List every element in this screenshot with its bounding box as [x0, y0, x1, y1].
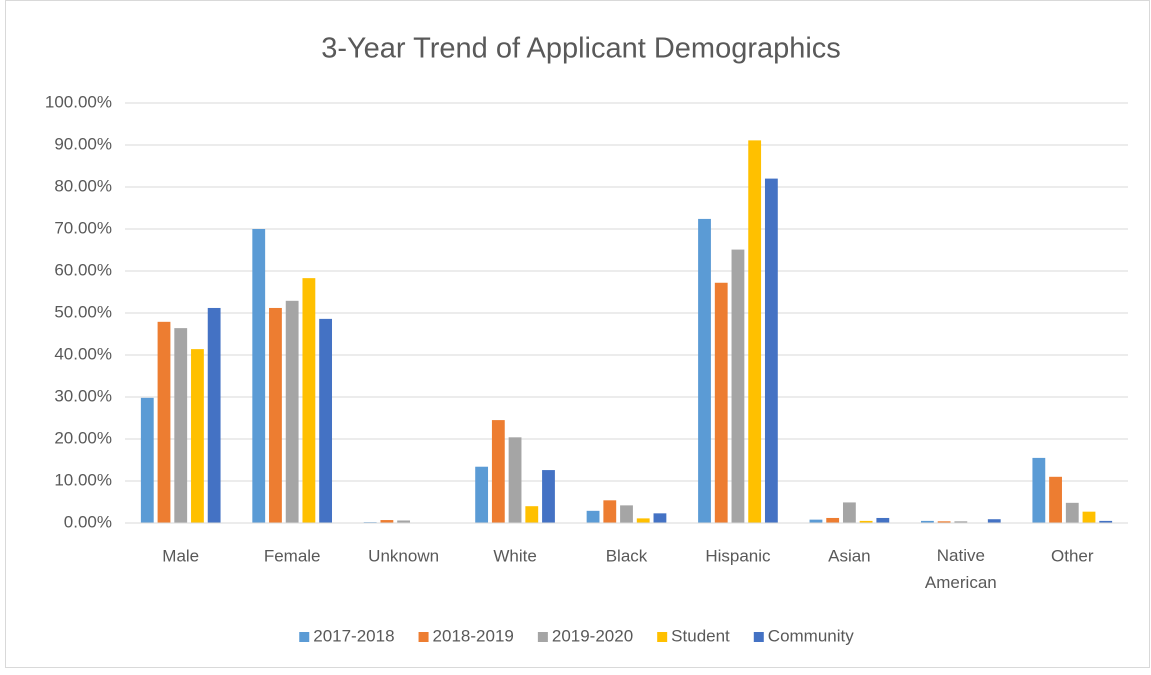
y-tick-label: 10.00% [54, 470, 112, 489]
bar [1032, 457, 1046, 523]
bar [764, 178, 778, 523]
x-tick-label: Other [1051, 546, 1094, 565]
legend-swatch [299, 632, 310, 642]
legend-swatch [537, 632, 548, 642]
bar [937, 521, 951, 523]
bar [731, 249, 745, 523]
bar [826, 517, 840, 523]
legend-swatch [418, 632, 429, 642]
x-tick-label: Asian [828, 546, 871, 565]
bar [698, 218, 711, 524]
bar [859, 520, 873, 523]
legend-swatch [753, 632, 764, 642]
bar [920, 520, 934, 523]
y-tick-label: 40.00% [54, 344, 112, 363]
legend-label: 2017-2018 [313, 626, 394, 645]
y-tick-label: 80.00% [54, 176, 112, 195]
bar [987, 519, 1001, 523]
legend-swatch [657, 632, 668, 642]
y-tick-label: 90.00% [54, 134, 112, 153]
bar [809, 519, 823, 523]
bar [1082, 511, 1096, 523]
bar [636, 518, 650, 523]
x-tick-label: Native American [925, 546, 997, 592]
chart-border [5, 0, 1150, 668]
x-tick-label: Unknown [368, 546, 439, 565]
bar [1065, 502, 1079, 523]
x-tick-label: Male [162, 546, 199, 565]
y-tick-label: 100.00% [45, 92, 112, 111]
bar [380, 520, 394, 523]
bar [491, 420, 505, 523]
bar [842, 502, 856, 523]
y-tick-label: 70.00% [54, 218, 112, 237]
legend-label: 2019-2020 [552, 626, 633, 645]
x-tick-label: Hispanic [705, 546, 771, 565]
y-tick-label: 30.00% [54, 386, 112, 405]
bar [174, 328, 188, 523]
chart-title: 3-Year Trend of Applicant Demographics [321, 33, 841, 65]
bar [508, 437, 522, 523]
x-tick-label: Female [264, 546, 321, 565]
bar [876, 517, 890, 523]
bar [285, 300, 299, 523]
bar [603, 500, 617, 523]
bar [207, 307, 221, 523]
bar [157, 321, 171, 523]
bar [954, 521, 968, 523]
bar [302, 278, 316, 523]
bar [319, 318, 333, 523]
legend-label: Community [768, 626, 854, 645]
bar [1099, 520, 1113, 523]
legend: 2017-2018 2018-2019 2019-2020 Student Commun… [299, 626, 854, 645]
bar [620, 505, 633, 523]
y-tick-label: 60.00% [54, 260, 112, 279]
bar [397, 520, 411, 523]
y-tick-label: 50.00% [54, 302, 112, 321]
bar [269, 307, 282, 523]
x-tick-label: Black [606, 546, 648, 565]
bar [1049, 476, 1062, 523]
bar [542, 470, 555, 523]
bar [252, 229, 266, 523]
x-tick-label: White [493, 546, 536, 565]
bar [586, 510, 600, 523]
legend-label: 2018-2019 [433, 626, 514, 645]
bar [475, 466, 489, 523]
legend-label: Student [671, 626, 730, 645]
bar [748, 140, 762, 523]
bar [191, 349, 204, 523]
bar [525, 506, 539, 523]
y-tick-label: 20.00% [54, 428, 112, 447]
bar [714, 282, 728, 523]
y-tick-label: 0.00% [64, 512, 112, 531]
bar [653, 513, 667, 523]
bar [140, 397, 154, 523]
